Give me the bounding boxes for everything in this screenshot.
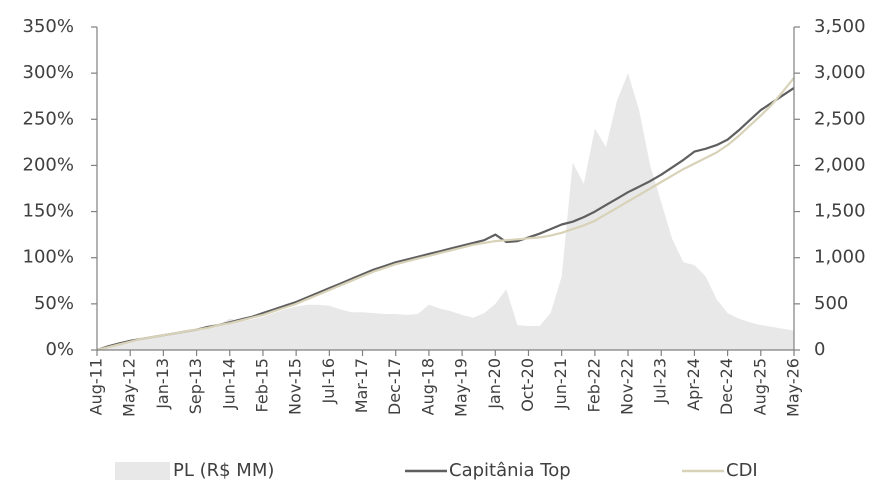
y2-tick-label: 2,000 <box>814 154 866 175</box>
x-tick-label: Jul-16 <box>319 358 338 404</box>
y2-tick-label: 1,500 <box>814 201 866 222</box>
y-tick-label: 250% <box>23 108 74 129</box>
x-tick-label: Aug-25 <box>750 358 769 415</box>
x-tick-label: Apr-24 <box>684 358 703 411</box>
x-tick-label: Jan-20 <box>485 358 504 410</box>
y2-tick-label: 3,000 <box>814 62 866 83</box>
y-tick-label: 350% <box>23 16 74 37</box>
legend-label: CDI <box>726 460 758 481</box>
x-tick-label: Jul-23 <box>651 358 670 404</box>
y-tick-label: 200% <box>23 154 74 175</box>
x-tick-label: Aug-18 <box>418 358 437 415</box>
y-tick-label: 0% <box>45 339 74 360</box>
x-tick-label: Dec-24 <box>717 358 736 415</box>
x-tick-label: Aug-11 <box>87 358 106 415</box>
x-tick-label: Jun-14 <box>219 358 238 410</box>
y-tick-label: 300% <box>23 62 74 83</box>
x-tick-label: Mar-17 <box>352 358 371 413</box>
legend-label: PL (R$ MM) <box>173 460 274 481</box>
x-tick-label: Dec-17 <box>385 358 404 415</box>
x-tick-label: Nov-15 <box>286 358 305 415</box>
y-tick-label: 150% <box>23 201 74 222</box>
legend-swatch <box>115 462 170 480</box>
x-tick-label: Jan-13 <box>153 358 172 410</box>
x-tick-label: May-12 <box>120 358 139 417</box>
y2-tick-label: 1,000 <box>814 247 866 268</box>
y2-tick-label: 2,500 <box>814 108 866 129</box>
x-tick-label: May-19 <box>452 358 471 417</box>
line <box>96 77 795 352</box>
area <box>97 73 794 350</box>
y2-tick-label: 0 <box>814 339 825 360</box>
x-tick-label: Sep-13 <box>186 358 205 414</box>
y2-tick-label: 3,500 <box>814 16 866 37</box>
x-tick-label: Oct-20 <box>518 358 537 412</box>
x-tick-label: Feb-15 <box>252 358 271 412</box>
x-tick-label: May-26 <box>784 358 803 417</box>
x-tick-label: Nov-22 <box>618 358 637 415</box>
x-tick-label: Jun-21 <box>551 358 570 410</box>
y-tick-label: 100% <box>23 247 74 268</box>
y2-tick-label: 500 <box>814 293 848 314</box>
x-tick-label: Feb-22 <box>584 358 603 412</box>
legend-label: Capitânia Top <box>449 460 571 481</box>
y-tick-label: 50% <box>34 293 74 314</box>
